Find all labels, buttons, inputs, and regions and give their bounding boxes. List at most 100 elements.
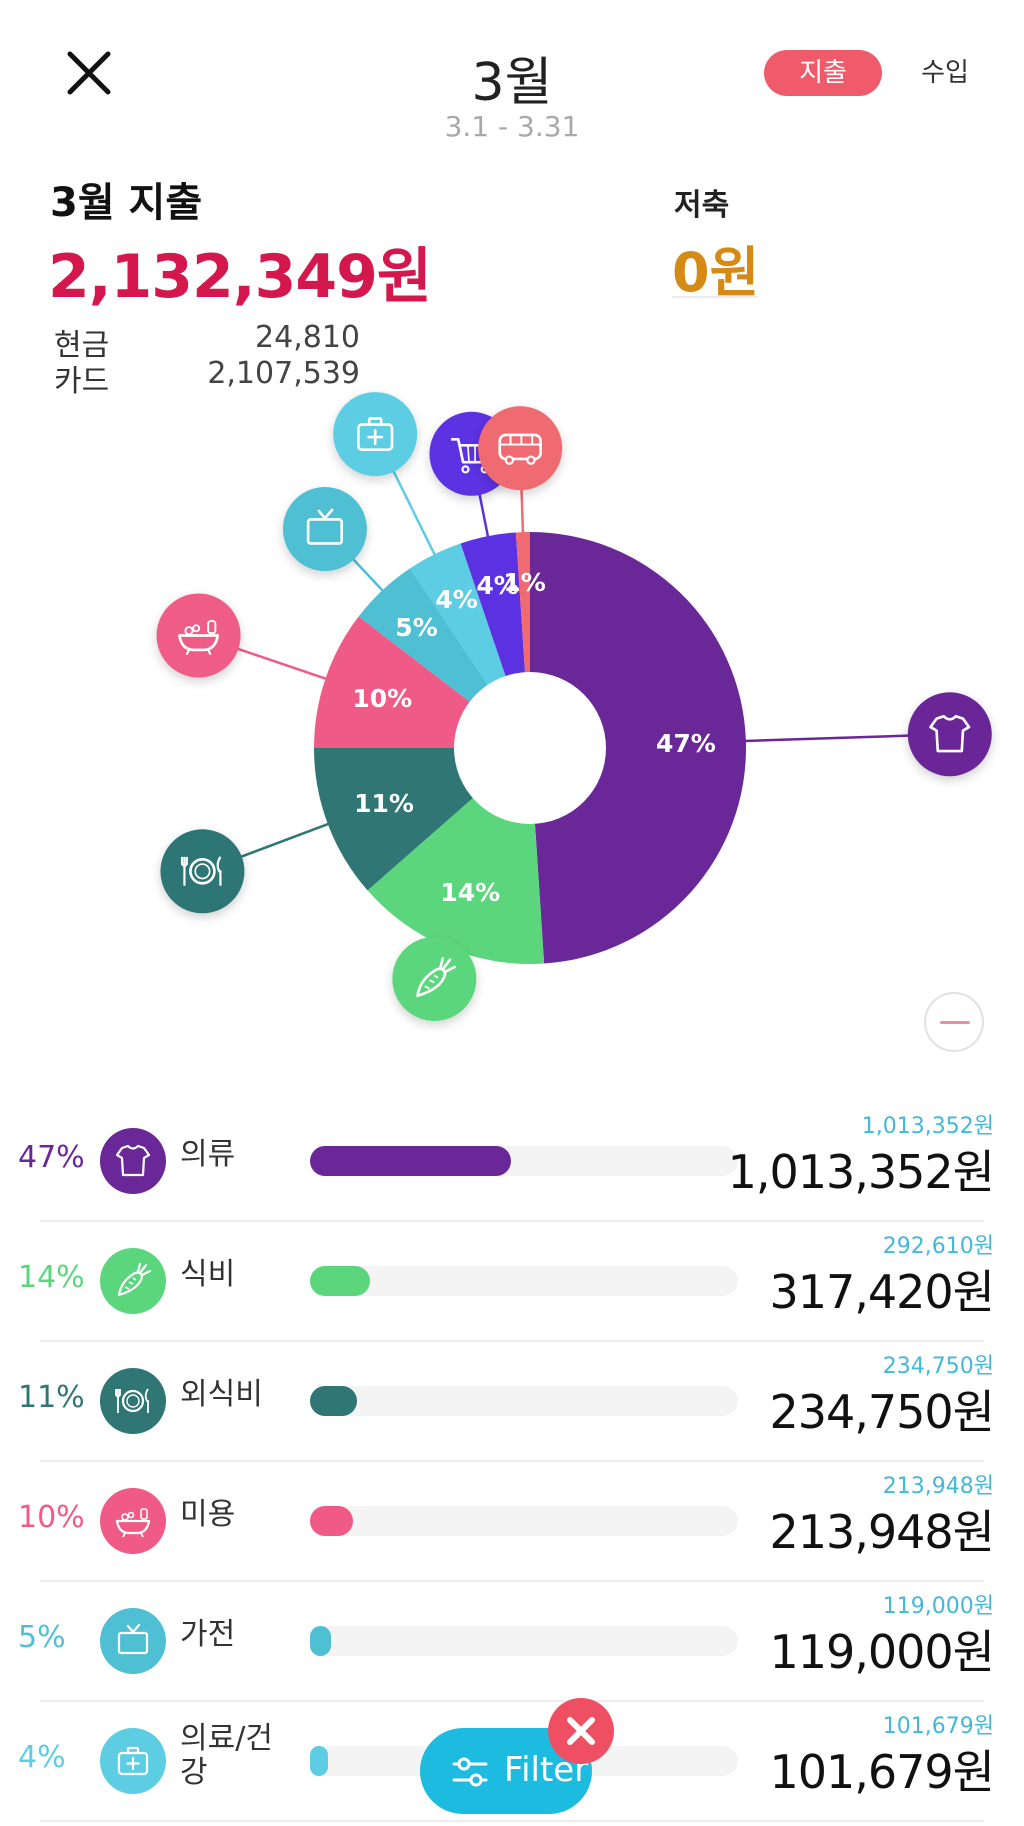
category-percent: 11% bbox=[18, 1380, 85, 1415]
category-bubble-carrot[interactable] bbox=[392, 936, 477, 1021]
bus-icon bbox=[498, 433, 542, 465]
category-icon-badge bbox=[100, 1728, 166, 1794]
list-item[interactable]: 47% 의류 1,013,352원 1,013,352원 bbox=[0, 1102, 1024, 1222]
cash-value: 24,810 bbox=[255, 320, 360, 355]
category-percent: 4% bbox=[18, 1740, 66, 1775]
category-amount: 119,000원 bbox=[769, 1625, 995, 1679]
date-range: 3.1 - 3.31 bbox=[444, 110, 580, 143]
slice-percent-label: 47% bbox=[656, 729, 716, 758]
row-divider bbox=[40, 1700, 984, 1702]
row-divider bbox=[40, 1460, 984, 1462]
cash-label: 현금 bbox=[54, 328, 110, 363]
category-budget: 119,000원 bbox=[882, 1594, 994, 1619]
dining-icon bbox=[113, 1381, 153, 1425]
close-icon bbox=[567, 1717, 595, 1745]
slice-percent-label: 4% bbox=[476, 571, 518, 600]
card-value: 2,107,539 bbox=[207, 356, 360, 391]
category-bubble-shirt[interactable] bbox=[907, 692, 992, 777]
slice-percent-label: 1% bbox=[503, 568, 545, 597]
category-amount: 317,420원 bbox=[769, 1265, 995, 1319]
row-divider bbox=[40, 1580, 984, 1582]
category-percent: 10% bbox=[18, 1500, 85, 1535]
category-icon-badge bbox=[100, 1488, 166, 1554]
category-budget: 234,750원 bbox=[882, 1354, 994, 1379]
category-budget: 292,610원 bbox=[882, 1234, 994, 1259]
savings-value: 0원 bbox=[672, 241, 760, 304]
tv-icon bbox=[113, 1621, 153, 1665]
donut-hole bbox=[454, 672, 606, 824]
progress-fill bbox=[310, 1386, 358, 1416]
bath-icon bbox=[113, 1501, 153, 1545]
row-divider bbox=[40, 1820, 984, 1822]
carrot-icon bbox=[416, 957, 457, 998]
row-divider bbox=[40, 1220, 984, 1222]
list-item[interactable]: 14% 식비 292,610원 317,420원 bbox=[0, 1222, 1024, 1342]
category-icon-badge bbox=[100, 1248, 166, 1314]
category-amount: 234,750원 bbox=[769, 1385, 995, 1439]
category-name: 가전 bbox=[180, 1617, 236, 1652]
progress-fill bbox=[310, 1626, 332, 1656]
category-amount: 1,013,352원 bbox=[727, 1145, 995, 1199]
category-percent: 47% bbox=[18, 1140, 85, 1175]
close-icon bbox=[67, 51, 111, 95]
category-bubble-dining[interactable] bbox=[160, 829, 245, 914]
list-item[interactable]: 5% 가전 119,000원 119,000원 bbox=[0, 1582, 1024, 1702]
shirt-icon bbox=[113, 1141, 153, 1185]
slice-percent-label: 11% bbox=[354, 789, 414, 818]
expense-donut-chart: 47%14%11%10%5%4%4%1% bbox=[156, 392, 992, 1021]
expense-summary-label: 3월 지출 bbox=[50, 180, 203, 226]
shirt-icon bbox=[929, 714, 971, 753]
expense-total: 2,132,349원 bbox=[48, 242, 432, 312]
minus-icon bbox=[940, 1021, 970, 1024]
progress-fill bbox=[310, 1146, 512, 1176]
list-item[interactable]: 10% 미용 213,948원 213,948원 bbox=[0, 1462, 1024, 1582]
row-divider bbox=[40, 1340, 984, 1342]
category-icon-badge bbox=[100, 1608, 166, 1674]
first-aid-icon bbox=[357, 417, 394, 452]
dining-icon bbox=[180, 856, 222, 886]
category-bubble-tv[interactable] bbox=[282, 487, 367, 572]
category-budget: 1,013,352원 bbox=[861, 1114, 994, 1139]
category-icon-badge bbox=[100, 1128, 166, 1194]
card-label: 카드 bbox=[54, 364, 110, 399]
category-name: 의류 bbox=[180, 1137, 236, 1172]
tab-expense[interactable]: 지출 bbox=[764, 50, 882, 96]
collapse-chart-button[interactable] bbox=[924, 992, 984, 1052]
savings-underline bbox=[672, 296, 758, 298]
slice-percent-label: 14% bbox=[440, 878, 500, 907]
slice-percent-label: 10% bbox=[352, 684, 412, 713]
clear-filter-button[interactable] bbox=[548, 1698, 614, 1764]
category-percent: 14% bbox=[18, 1260, 85, 1295]
category-amount: 101,679원 bbox=[769, 1745, 995, 1799]
category-name: 미용 bbox=[180, 1497, 236, 1532]
bath-icon bbox=[178, 620, 220, 656]
close-button[interactable] bbox=[62, 46, 116, 100]
category-progress-bar bbox=[310, 1266, 738, 1296]
category-budget: 213,948원 bbox=[882, 1474, 994, 1499]
slice-percent-label: 5% bbox=[395, 613, 437, 642]
category-name: 외식비 bbox=[180, 1377, 263, 1412]
carrot-icon bbox=[113, 1261, 153, 1305]
sliders-icon bbox=[452, 1757, 488, 1787]
month-title: 3월 bbox=[471, 53, 553, 113]
slice-percent-label: 4% bbox=[435, 585, 477, 614]
category-budget: 101,679원 bbox=[882, 1714, 994, 1739]
category-name: 식비 bbox=[180, 1257, 236, 1292]
donut-slice-shirt[interactable] bbox=[530, 532, 746, 964]
category-progress-bar bbox=[310, 1506, 738, 1536]
category-bubble-bath[interactable] bbox=[156, 593, 241, 678]
category-bubble-first-aid[interactable] bbox=[333, 392, 418, 477]
progress-fill bbox=[310, 1746, 328, 1776]
progress-fill bbox=[310, 1266, 370, 1296]
category-progress-bar bbox=[310, 1386, 738, 1416]
list-item[interactable]: 11% 외식비 234,750원 234,750원 bbox=[0, 1342, 1024, 1462]
tv-icon bbox=[306, 508, 344, 545]
first-aid-icon bbox=[113, 1741, 153, 1785]
category-bubble-bus[interactable] bbox=[478, 406, 563, 491]
category-amount: 213,948원 bbox=[769, 1505, 995, 1559]
tab-income[interactable]: 수입 bbox=[921, 58, 969, 88]
category-percent: 5% bbox=[18, 1620, 66, 1655]
savings-label: 저축 bbox=[674, 188, 730, 223]
category-name: 의료/건 강 bbox=[180, 1721, 273, 1790]
category-progress-bar bbox=[310, 1626, 738, 1656]
